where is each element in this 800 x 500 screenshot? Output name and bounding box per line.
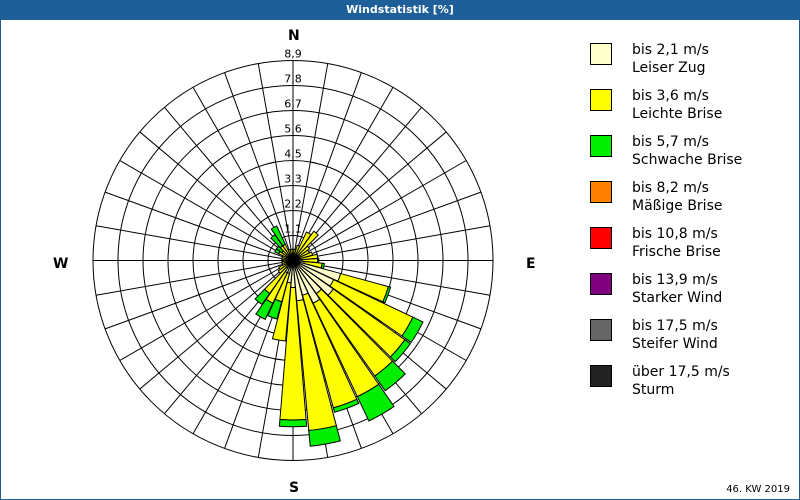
- legend-speed: bis 2,1 m/s: [632, 42, 709, 58]
- legend-description: Mäßige Brise: [632, 198, 723, 214]
- svg-text:3,3: 3,3: [284, 173, 302, 186]
- legend-swatch: [590, 181, 612, 203]
- legend-description: Leiser Zug: [632, 60, 706, 76]
- wind-bars: [254, 225, 424, 447]
- legend-swatch: [590, 273, 612, 295]
- svg-text:5,6: 5,6: [284, 123, 302, 136]
- legend-speed: bis 8,2 m/s: [632, 180, 709, 196]
- legend-description: Steifer Wind: [632, 336, 718, 352]
- week-label: 46. KW 2019: [726, 484, 790, 495]
- legend-description: Leichte Brise: [632, 106, 723, 122]
- legend-speed: über 17,5 m/s: [632, 364, 730, 380]
- svg-text:8,9: 8,9: [284, 48, 302, 61]
- compass-west-label: W: [53, 256, 69, 272]
- legend-description: Sturm: [632, 382, 675, 398]
- legend-description: Frische Brise: [632, 244, 721, 260]
- compass-east-label: E: [526, 256, 536, 272]
- legend-description: Starker Wind: [632, 290, 723, 306]
- svg-text:4,5: 4,5: [284, 148, 302, 161]
- chart-title: Windstatistik [%]: [0, 0, 800, 20]
- legend-speed: bis 5,7 m/s: [632, 134, 709, 150]
- svg-text:6,7: 6,7: [284, 98, 302, 111]
- legend-swatch: [590, 365, 612, 387]
- legend-speed: bis 17,5 m/s: [632, 318, 718, 334]
- ring-labels: 1,1 2,2 3,3 4,5 5,6 6,7 7,8 8,9: [284, 48, 302, 236]
- svg-text:2,2: 2,2: [284, 198, 302, 211]
- svg-text:1,1: 1,1: [284, 223, 302, 236]
- compass-south-label: S: [289, 480, 300, 496]
- legend-speed: bis 10,8 m/s: [632, 226, 718, 242]
- legend-swatch: [590, 135, 612, 157]
- legend-description: Schwache Brise: [632, 152, 743, 168]
- legend-speed: bis 3,6 m/s: [632, 88, 709, 104]
- svg-text:7,8: 7,8: [284, 73, 302, 86]
- legend-swatch: [590, 43, 612, 65]
- legend-speed: bis 13,9 m/s: [632, 272, 718, 288]
- compass-north-label: N: [288, 28, 300, 44]
- legend-swatch: [590, 227, 612, 249]
- legend-swatch: [590, 89, 612, 111]
- legend-swatch: [590, 319, 612, 341]
